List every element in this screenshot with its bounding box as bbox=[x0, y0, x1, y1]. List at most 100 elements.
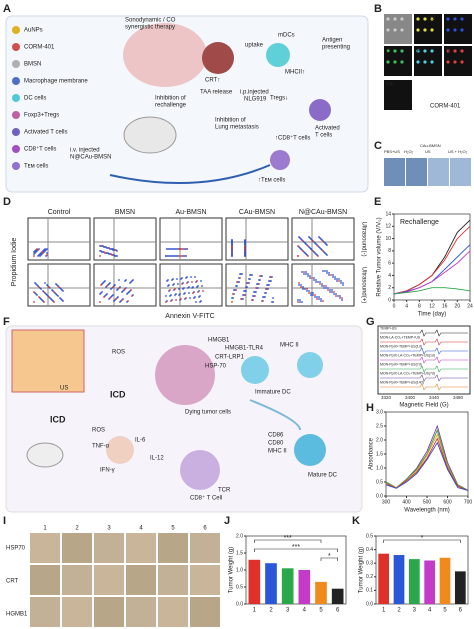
flow-event bbox=[327, 287, 329, 289]
mouse bbox=[123, 116, 177, 154]
legend-icon bbox=[12, 145, 20, 153]
flow-event bbox=[186, 248, 188, 250]
ihc-image bbox=[126, 597, 156, 627]
flow-event bbox=[44, 292, 46, 294]
x-tick-label: 8 bbox=[418, 303, 421, 309]
column-label: Control bbox=[48, 209, 71, 216]
series-line bbox=[393, 287, 471, 295]
series-line bbox=[393, 225, 471, 295]
flow-event bbox=[231, 245, 233, 247]
bar bbox=[315, 581, 327, 604]
label: ICD bbox=[110, 389, 126, 399]
flow-event bbox=[233, 289, 235, 291]
flow-event bbox=[173, 283, 175, 285]
flow-event bbox=[317, 245, 319, 247]
bar bbox=[281, 568, 294, 604]
tem-cell bbox=[270, 150, 290, 170]
legend-entry: Tᴇᴍ cells bbox=[24, 164, 48, 170]
arrow bbox=[109, 164, 271, 184]
flow-event bbox=[326, 244, 328, 246]
row-label: Ultrasound(-) bbox=[360, 221, 366, 256]
label: MON-LA-CO₂+TEMP+US bbox=[380, 335, 421, 339]
axis-label: Annexin V-FITC bbox=[165, 313, 214, 320]
flow-event bbox=[302, 286, 304, 288]
flow-event bbox=[314, 242, 316, 244]
eds-dot bbox=[400, 49, 404, 53]
flow-event bbox=[300, 284, 302, 286]
flow-event bbox=[182, 282, 184, 284]
x-tick-label: 2 bbox=[397, 608, 401, 614]
flow-event bbox=[301, 249, 303, 251]
x-tick-label: 0 bbox=[393, 303, 396, 309]
flow-event bbox=[313, 279, 315, 281]
flow-event bbox=[167, 255, 169, 257]
epr-trace bbox=[380, 356, 468, 364]
x-tick-label: 16 bbox=[442, 303, 448, 309]
flow-event bbox=[252, 295, 254, 297]
flow-event bbox=[197, 285, 199, 287]
flow-event bbox=[172, 278, 174, 280]
flow-event bbox=[33, 253, 35, 255]
flow-event bbox=[109, 248, 111, 250]
significance: * bbox=[328, 553, 331, 560]
label: HMGB1 bbox=[208, 338, 230, 344]
ihc-image bbox=[62, 565, 92, 595]
flow-event bbox=[323, 285, 325, 287]
x-tick-label: 5 bbox=[319, 608, 323, 614]
flow-event bbox=[248, 278, 250, 280]
label: T cells bbox=[315, 133, 332, 139]
flow-event bbox=[201, 285, 203, 287]
eds-dot bbox=[393, 60, 397, 64]
flow-event bbox=[332, 274, 334, 276]
flow-event bbox=[341, 297, 343, 299]
column-label: 6 bbox=[203, 526, 207, 532]
legend-icon bbox=[12, 26, 20, 34]
immature-dc bbox=[241, 356, 269, 384]
label: TAA release bbox=[200, 90, 233, 96]
x-tick-label: 4 bbox=[428, 608, 432, 614]
bar bbox=[248, 559, 261, 604]
flow-event bbox=[239, 273, 241, 275]
well-image bbox=[428, 158, 449, 186]
flow-event bbox=[244, 249, 246, 251]
y-tick-label: 2.0 bbox=[376, 437, 383, 443]
eds-dot bbox=[400, 60, 404, 64]
label: Si bbox=[430, 16, 435, 22]
bar bbox=[454, 571, 466, 604]
eds-dot bbox=[416, 60, 420, 64]
y-tick-label: 14 bbox=[385, 211, 391, 217]
flow-event bbox=[308, 246, 310, 248]
y-axis-label: Tumor Weight (g) bbox=[359, 547, 365, 593]
flow-event bbox=[114, 255, 116, 257]
flow-event bbox=[231, 253, 233, 255]
y-tick-label: 0.5 bbox=[236, 584, 243, 590]
flow-event bbox=[317, 281, 319, 283]
label: mDCs bbox=[278, 33, 295, 39]
flow-event bbox=[313, 251, 315, 253]
flow-event bbox=[195, 301, 197, 303]
flow-plot bbox=[159, 217, 223, 261]
label: CD8⁺ T Cell bbox=[190, 495, 222, 502]
flow-event bbox=[168, 284, 170, 286]
significance-bracket bbox=[383, 539, 461, 543]
flow-event bbox=[99, 250, 101, 252]
eds-dot bbox=[423, 60, 427, 64]
flow-event bbox=[48, 286, 50, 288]
flow-event bbox=[46, 284, 48, 286]
ihc-image bbox=[158, 597, 188, 627]
eds-dot bbox=[430, 60, 434, 64]
flow-event bbox=[43, 301, 45, 303]
tick-label: 3440 bbox=[429, 395, 440, 400]
flow-event bbox=[180, 298, 182, 300]
ihc-image bbox=[190, 597, 220, 627]
label: MON-PpIX+TEMP+US(1d) bbox=[380, 344, 422, 348]
panel-label: F bbox=[3, 316, 10, 328]
flow-event bbox=[244, 255, 246, 257]
flow-event bbox=[297, 301, 299, 303]
flow-event bbox=[335, 293, 337, 295]
flow-event bbox=[190, 276, 192, 278]
flow-event bbox=[303, 241, 305, 243]
epr-trace bbox=[380, 347, 468, 355]
flow-event bbox=[189, 297, 191, 299]
